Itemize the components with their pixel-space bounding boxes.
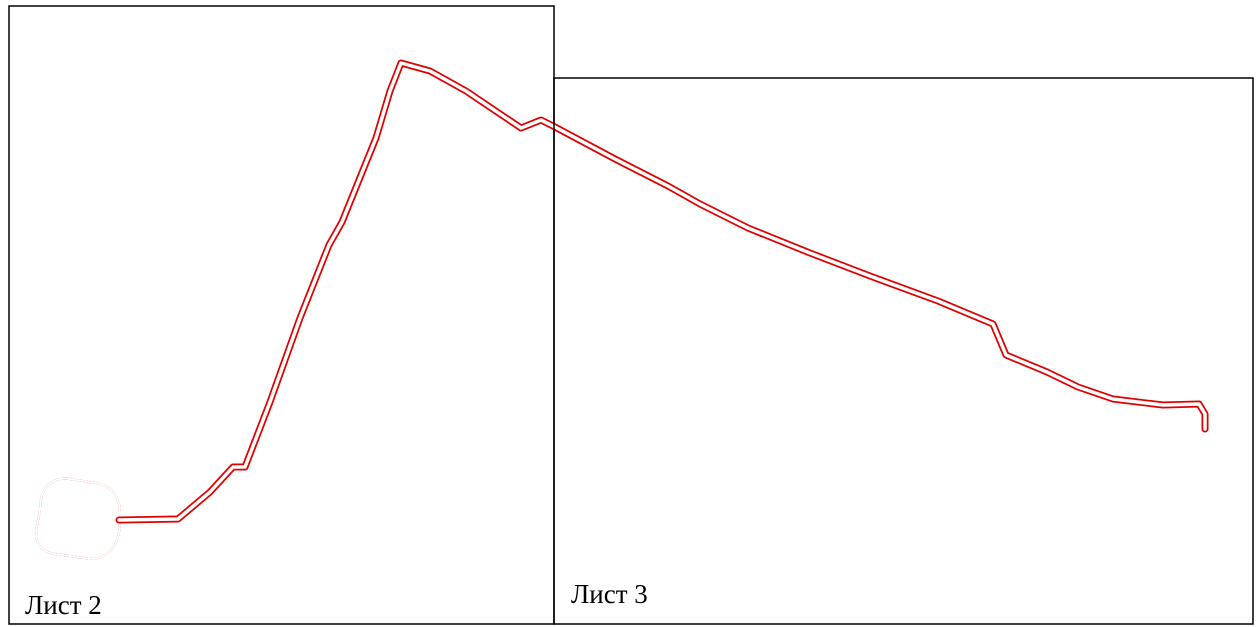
sheet-2-background bbox=[9, 6, 554, 624]
route-polyline bbox=[115, 59, 1209, 524]
sheet-2-label: Лист 2 bbox=[25, 590, 102, 620]
sheet-3-background bbox=[554, 78, 1253, 624]
sheet-3-label: Лист 3 bbox=[571, 579, 648, 609]
sheet-3-frame bbox=[553, 77, 1254, 625]
